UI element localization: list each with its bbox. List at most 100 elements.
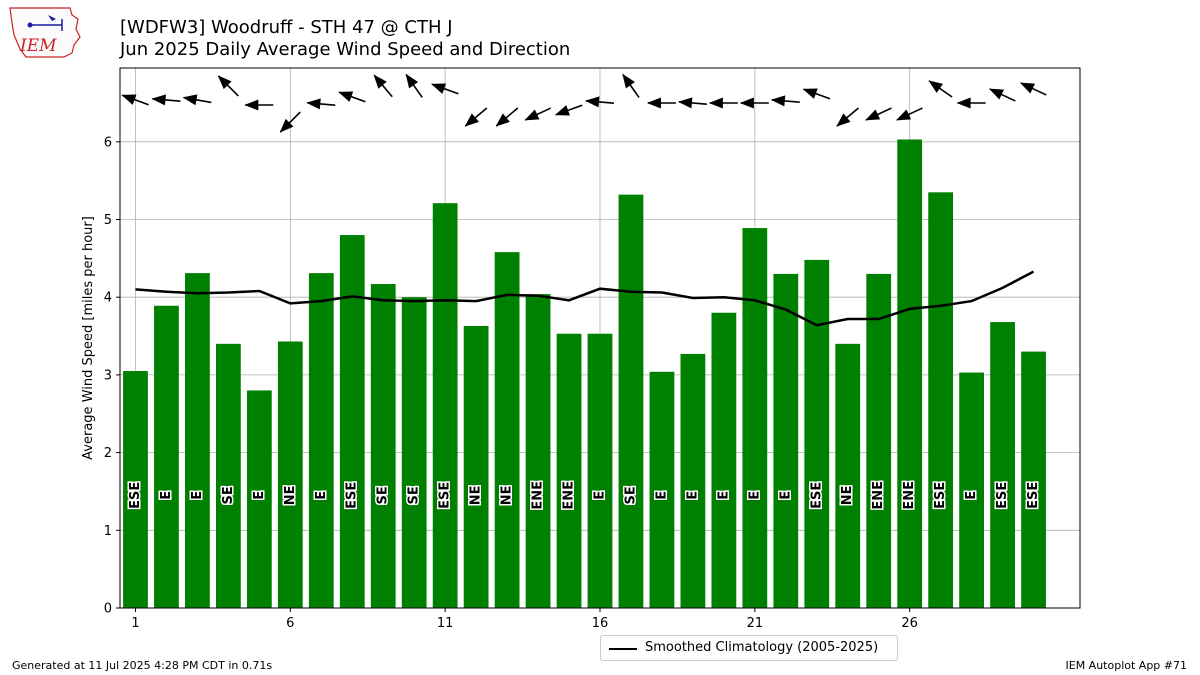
bar-day-26 <box>897 139 923 609</box>
direction-label-day-15: ENE <box>562 481 577 510</box>
bar-day-24 <box>835 343 861 608</box>
wind-arrow-day-18 <box>646 97 676 109</box>
x-tick-label: 26 <box>901 616 918 631</box>
x-tick-label: 21 <box>747 616 764 631</box>
direction-label-day-26: ENE <box>902 481 917 510</box>
wind-arrow-day-30 <box>1019 82 1047 96</box>
wind-arrow-day-4 <box>217 75 239 97</box>
bar-day-1 <box>123 371 148 608</box>
direction-label-day-24: NE <box>840 485 855 505</box>
chart-subtitle: Jun 2025 Daily Average Wind Speed and Di… <box>120 39 571 60</box>
bar-day-29 <box>990 322 1015 608</box>
direction-label-day-2: E <box>159 491 174 500</box>
direction-label-day-23: ESE <box>809 482 824 509</box>
bar-day-6 <box>277 341 303 608</box>
wind-arrow-day-28 <box>956 97 986 109</box>
direction-label-day-19: E <box>685 491 700 500</box>
wind-arrow-day-21 <box>739 97 769 109</box>
footer-app: IEM Autoplot App #71 <box>1065 659 1188 672</box>
wind-arrow-day-20 <box>708 97 738 109</box>
wind-arrow-day-29 <box>988 88 1016 102</box>
bar-day-10 <box>401 297 427 608</box>
direction-label-day-14: ENE <box>531 481 546 510</box>
bar-day-9 <box>370 284 396 608</box>
y-tick-label: 6 <box>104 135 112 150</box>
climatology-line <box>135 270 1035 327</box>
direction-label-day-30: ESE <box>1026 482 1041 509</box>
y-ticks-layer: 0 1 2 3 4 5 6 <box>104 135 120 617</box>
direction-label-day-22: E <box>778 491 793 500</box>
bar-day-18 <box>649 371 675 608</box>
bar-day-28 <box>959 372 984 608</box>
direction-label-day-28: E <box>964 491 979 500</box>
wind-arrow-day-17 <box>622 73 640 98</box>
direction-label-day-5: E <box>252 491 267 500</box>
bar-day-2 <box>154 305 179 608</box>
y-tick-label: 5 <box>104 213 112 228</box>
wind-arrow-day-26 <box>896 107 923 121</box>
direction-label-day-12: NE <box>469 485 484 505</box>
footer-generated: Generated at 11 Jul 2025 4:28 PM CDT in … <box>12 659 273 672</box>
bar-day-8 <box>339 235 365 608</box>
wind-arrow-day-27 <box>928 80 953 98</box>
direction-label-day-3: E <box>190 491 205 500</box>
direction-label-day-4: SE <box>221 486 236 504</box>
wind-arrow-day-13 <box>495 107 519 127</box>
y-tick-label: 1 <box>104 524 112 539</box>
bar-day-4 <box>216 343 241 608</box>
y-tick-label: 4 <box>104 291 112 306</box>
wind-arrow-day-16 <box>585 96 615 108</box>
legend-climatology-label: Smoothed Climatology (2005-2025) <box>645 640 879 655</box>
x-ticks-layer: 1 6 11 16 21 26 <box>131 608 918 631</box>
wind-arrow-day-5 <box>244 99 274 111</box>
y-axis-label: Average Wind Speed [miles per hour] <box>81 216 96 460</box>
wind-arrow-day-15 <box>554 104 583 116</box>
bar-day-11 <box>432 203 458 608</box>
direction-label-day-18: E <box>654 491 669 500</box>
y-tick-label: 3 <box>104 368 112 383</box>
direction-label-day-11: ESE <box>438 482 453 509</box>
direction-label-day-10: SE <box>407 486 422 504</box>
bar-day-17 <box>618 194 644 609</box>
wind-arrow-day-12 <box>464 107 488 127</box>
direction-label-day-20: E <box>716 491 731 500</box>
wind-arrow-day-10 <box>405 73 423 98</box>
direction-label-day-6: NE <box>283 485 298 505</box>
wind-arrow-day-14 <box>524 107 552 121</box>
direction-label-day-1: ESE <box>128 482 143 509</box>
bar-day-3 <box>185 273 210 608</box>
bar-day-14 <box>525 294 551 608</box>
wind-arrow-day-2 <box>151 94 181 106</box>
legend: Smoothed Climatology (2005-2025) <box>600 635 898 661</box>
wind-arrow-day-24 <box>836 107 859 127</box>
chart-title: [WDFW3] Woodruff - STH 47 @ CTH J <box>120 17 453 38</box>
direction-label-day-13: NE <box>500 485 515 505</box>
direction-label-day-17: SE <box>623 486 638 504</box>
bar-day-23 <box>804 259 830 608</box>
direction-label-day-27: ESE <box>933 482 948 509</box>
wind-arrow-day-7 <box>306 98 336 110</box>
direction-label-day-25: ENE <box>871 481 886 510</box>
bar-day-15 <box>556 333 582 608</box>
wind-arrow-day-9 <box>373 74 393 98</box>
direction-labels-layer: ESE E E SE E NE E ESE SE SE ESE NE NE ENE ENE E SE E E E E E E… <box>126 480 1042 512</box>
bar-day-22 <box>773 273 799 608</box>
direction-label-day-9: SE <box>376 486 391 504</box>
x-tick-label: 1 <box>131 616 139 631</box>
bar-day-21 <box>742 228 768 608</box>
wind-arrow-day-25 <box>865 107 892 121</box>
iem-logo: IEM <box>9 7 81 58</box>
bar-day-16 <box>587 333 613 608</box>
x-tick-label: 11 <box>437 616 454 631</box>
direction-label-day-29: ESE <box>995 482 1010 509</box>
bar-day-13 <box>494 252 520 608</box>
bar-day-19 <box>680 353 706 608</box>
x-tick-label: 16 <box>592 616 609 631</box>
x-tick-label: 6 <box>286 616 294 631</box>
legend-climatology-swatch <box>609 648 637 650</box>
wind-arrow-day-6 <box>279 111 301 133</box>
wind-arrow-day-8 <box>338 91 366 103</box>
wind-arrows-layer <box>121 73 1047 133</box>
bar-day-25 <box>866 273 892 608</box>
